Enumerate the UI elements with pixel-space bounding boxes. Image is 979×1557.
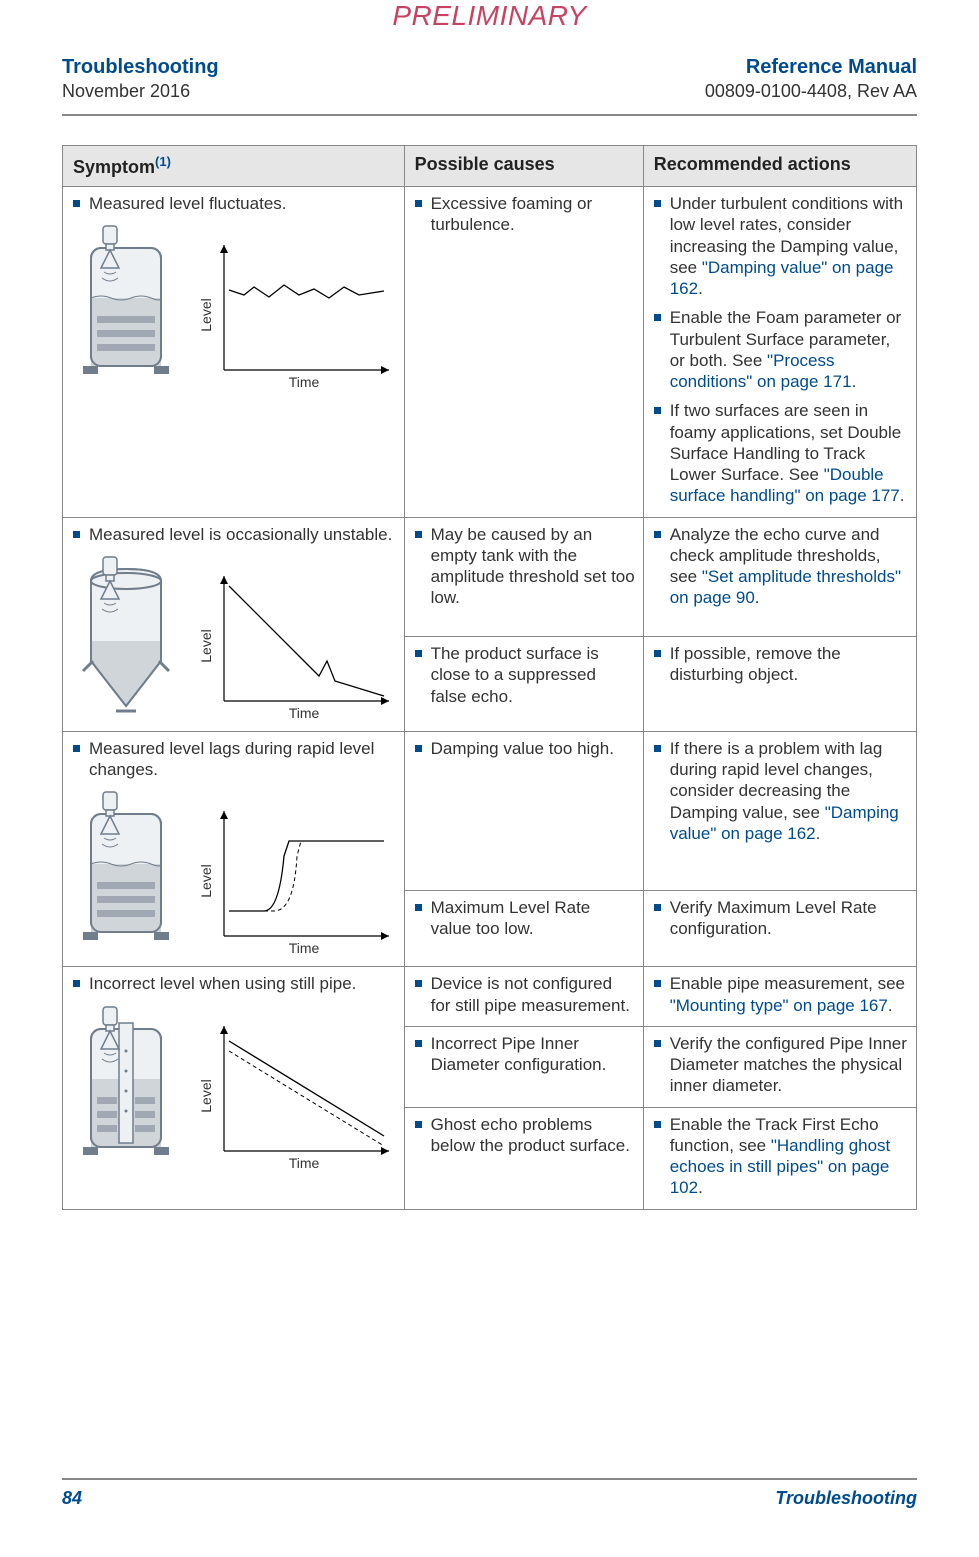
symptom-text: Measured level is occasionally unstable. (71, 524, 396, 545)
action-cell: Analyze the echo curve and check amplitu… (643, 517, 916, 637)
symptom-text: Incorrect level when using still pipe. (71, 973, 396, 994)
svg-text:Time: Time (289, 374, 320, 390)
watermark: PRELIMINARY (0, 0, 979, 32)
action-text: If there is a problem with lag during ra… (652, 738, 908, 844)
header-right: Reference Manual 00809-0100-4408, Rev AA (705, 56, 917, 102)
header-right-sub: 00809-0100-4408, Rev AA (705, 81, 917, 102)
table-row: Measured level lags during rapid level c… (63, 731, 917, 890)
action-text: Under turbulent conditions with low leve… (652, 193, 908, 299)
header-left-title: Troubleshooting (62, 56, 219, 79)
action-cell: Under turbulent conditions with low leve… (643, 187, 916, 518)
symptom-cell: Incorrect level when using still pipe. (63, 967, 405, 1209)
svg-text:Level: Level (198, 629, 214, 662)
cause-cell: Ghost echo problems below the product su… (404, 1107, 643, 1209)
cause-text: Maximum Level Rate value too low. (413, 897, 635, 940)
th-symptom: Symptom(1) (63, 146, 405, 187)
action-cell: Enable the Track First Echo function, se… (643, 1107, 916, 1209)
footer-section: Troubleshooting (775, 1488, 917, 1509)
symptom-diagram: Level Time (71, 551, 396, 721)
action-text: Verify the configured Pipe Inner Diamete… (652, 1033, 908, 1097)
cause-text: The product surface is close to a suppre… (413, 643, 635, 707)
svg-text:Time: Time (289, 940, 320, 956)
header-right-title: Reference Manual (705, 56, 917, 79)
cause-cell: Device is not configured for still pipe … (404, 967, 643, 1027)
table-row: Measured level is occasionally unstable.… (63, 517, 917, 637)
action-text: Enable pipe measurement, see "Mounting t… (652, 973, 908, 1016)
cause-text: Excessive foaming or turbulence. (413, 193, 635, 236)
table-row: Incorrect level when using still pipe. (63, 967, 917, 1027)
cause-text: Device is not configured for still pipe … (413, 973, 635, 1016)
cause-text: Ghost echo problems below the product su… (413, 1114, 635, 1157)
symptom-cell: Measured level lags during rapid level c… (63, 731, 405, 967)
svg-text:Level: Level (198, 865, 214, 898)
page-number: 84 (62, 1488, 82, 1509)
action-cell: Verify the configured Pipe Inner Diamete… (643, 1026, 916, 1107)
action-text: Analyze the echo curve and check amplitu… (652, 524, 908, 609)
cross-ref-link[interactable]: "Handling ghost echoes in still pipes" o… (670, 1136, 891, 1198)
action-text: Verify Maximum Level Rate configuration. (652, 897, 908, 940)
cause-text: May be caused by an empty tank with the … (413, 524, 635, 609)
action-cell: If there is a problem with lag during ra… (643, 731, 916, 890)
action-text: Enable the Track First Echo function, se… (652, 1114, 908, 1199)
action-cell: Verify Maximum Level Rate configuration. (643, 890, 916, 967)
symptom-cell: Measured level fluctuates. Level Time (63, 187, 405, 518)
cross-ref-link[interactable]: "Mounting type" on page 167 (670, 996, 888, 1015)
troubleshooting-table: Symptom(1) Possible causes Recommended a… (62, 145, 917, 1210)
content: Symptom(1) Possible causes Recommended a… (62, 145, 917, 1210)
th-actions: Recommended actions (643, 146, 916, 187)
cause-cell: Maximum Level Rate value too low. (404, 890, 643, 967)
cause-text: Incorrect Pipe Inner Diameter configurat… (413, 1033, 635, 1076)
cross-ref-link[interactable]: "Process conditions" on page 171 (670, 351, 852, 391)
cause-cell: Incorrect Pipe Inner Diameter configurat… (404, 1026, 643, 1107)
cross-ref-link[interactable]: "Set amplitude thresholds" on page 90 (670, 567, 901, 607)
th-causes: Possible causes (404, 146, 643, 187)
symptom-text: Measured level fluctuates. (71, 193, 396, 214)
symptom-diagram: Level Time (71, 1001, 396, 1171)
action-text: If two surfaces are seen in foamy applic… (652, 400, 908, 506)
svg-text:Time: Time (289, 705, 320, 721)
cross-ref-link[interactable]: "Damping value" on page 162 (670, 803, 899, 843)
cause-cell: Excessive foaming or turbulence. (404, 187, 643, 518)
cause-cell: May be caused by an empty tank with the … (404, 517, 643, 637)
svg-text:Time: Time (289, 1155, 320, 1171)
page-header: Troubleshooting November 2016 Reference … (62, 56, 917, 116)
action-text: Enable the Foam parameter or Turbulent S… (652, 307, 908, 392)
svg-text:Level: Level (198, 299, 214, 332)
svg-text:Level: Level (198, 1079, 214, 1112)
cause-text: Damping value too high. (413, 738, 635, 759)
symptom-cell: Measured level is occasionally unstable.… (63, 517, 405, 731)
table-row: Measured level fluctuates. Level Time (63, 187, 917, 518)
symptom-diagram: Level Time (71, 786, 396, 956)
page-footer: 84 Troubleshooting (62, 1478, 917, 1509)
footnote-ref: (1) (155, 154, 171, 169)
action-text: If possible, remove the disturbing objec… (652, 643, 908, 686)
cause-cell: Damping value too high. (404, 731, 643, 890)
cross-ref-link[interactable]: "Damping value" on page 162 (670, 258, 894, 298)
action-cell: Enable pipe measurement, see "Mounting t… (643, 967, 916, 1027)
header-left: Troubleshooting November 2016 (62, 56, 219, 102)
header-left-sub: November 2016 (62, 81, 219, 102)
cause-cell: The product surface is close to a suppre… (404, 637, 643, 732)
symptom-text: Measured level lags during rapid level c… (71, 738, 396, 781)
action-cell: If possible, remove the disturbing objec… (643, 637, 916, 732)
cross-ref-link[interactable]: "Double surface handling" on page 177 (670, 465, 900, 505)
symptom-diagram: Level Time (71, 220, 396, 390)
